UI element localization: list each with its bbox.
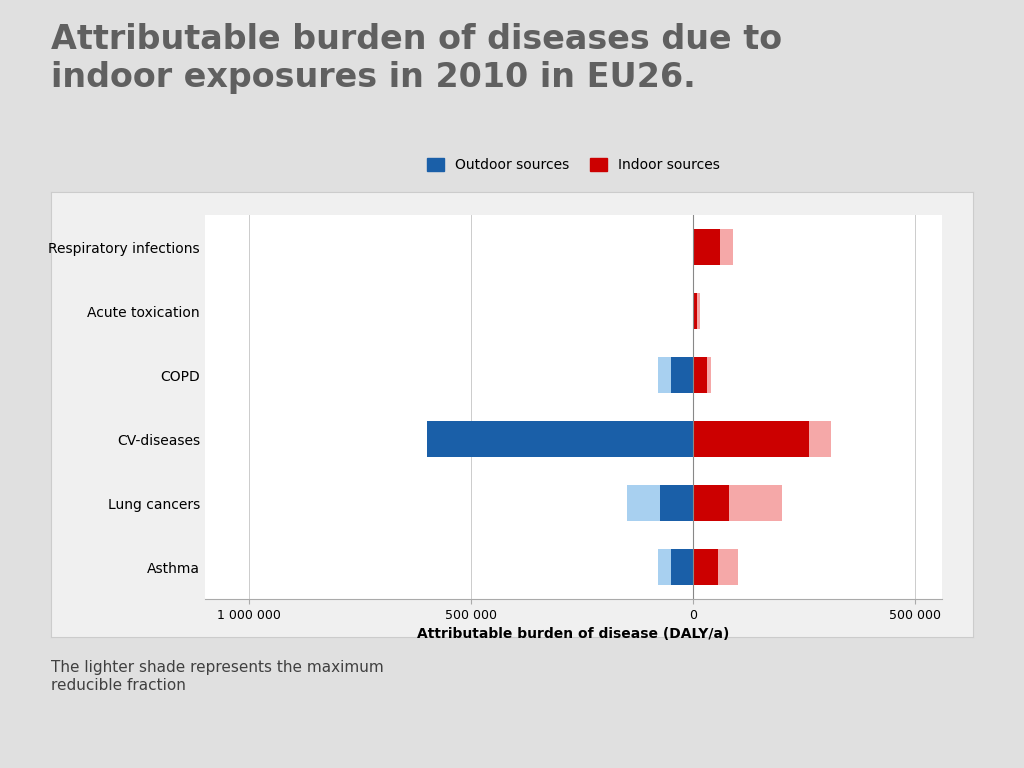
Legend: Outdoor sources, Indoor sources: Outdoor sources, Indoor sources: [422, 153, 725, 178]
Bar: [693, 549, 737, 584]
Bar: [693, 230, 733, 265]
Bar: [693, 485, 729, 521]
Bar: [627, 485, 693, 521]
Bar: [693, 357, 711, 392]
Bar: [693, 549, 718, 584]
Bar: [693, 422, 831, 457]
Text: The lighter shade represents the maximum
reducible fraction: The lighter shade represents the maximum…: [51, 660, 384, 693]
Bar: [657, 549, 693, 584]
Bar: [427, 422, 693, 457]
Text: Attributable burden of diseases due to
indoor exposures in 2010 in EU26.: Attributable burden of diseases due to i…: [51, 23, 782, 94]
Bar: [660, 485, 693, 521]
Bar: [671, 357, 693, 392]
X-axis label: Attributable burden of disease (DALY/a): Attributable burden of disease (DALY/a): [417, 627, 730, 641]
Bar: [693, 293, 697, 329]
Bar: [671, 549, 693, 584]
Bar: [693, 485, 782, 521]
Bar: [657, 357, 693, 392]
Bar: [693, 230, 720, 265]
Bar: [560, 422, 693, 457]
Bar: [693, 357, 707, 392]
Bar: [693, 422, 809, 457]
Bar: [693, 293, 700, 329]
